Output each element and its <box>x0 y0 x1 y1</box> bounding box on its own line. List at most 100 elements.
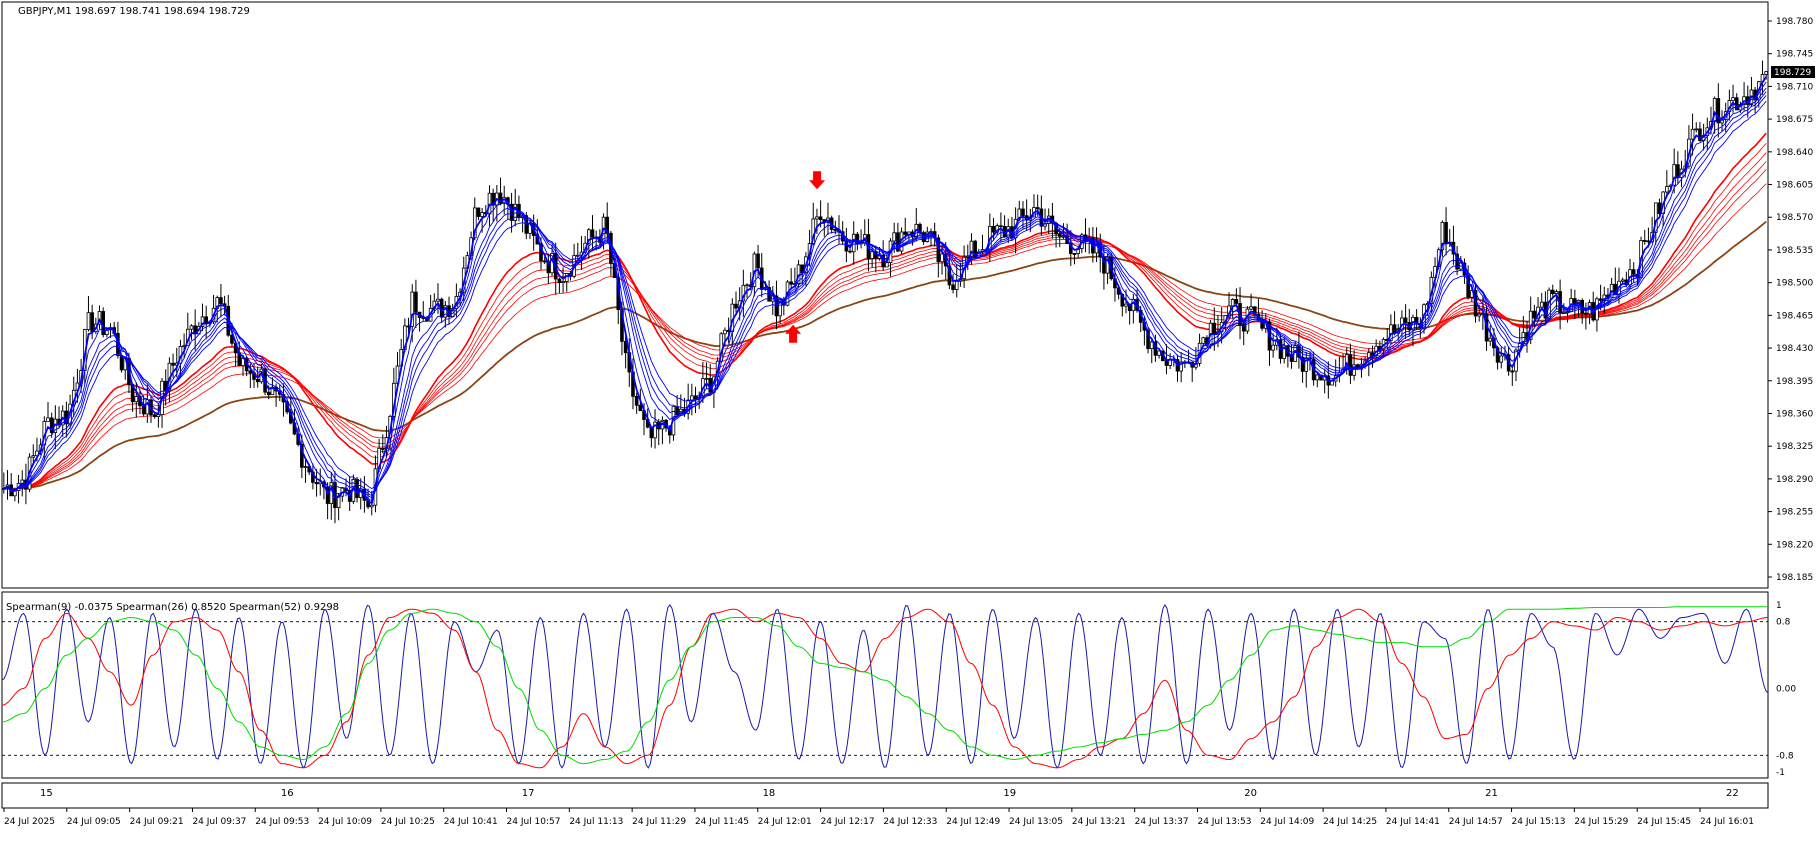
time-label: 24 Jul 13:05 <box>1009 817 1063 827</box>
candle-body <box>314 481 319 485</box>
candle-body <box>745 284 749 287</box>
candle-body <box>266 391 271 396</box>
candle-body <box>97 311 102 325</box>
time-label: 24 Jul 15:45 <box>1637 817 1691 827</box>
candle-body <box>1389 324 1393 341</box>
time-label: 24 Jul 11:13 <box>569 817 623 827</box>
long-ema-line <box>3 220 1767 490</box>
candle-body <box>542 260 547 263</box>
spearman-panel[interactable]: Spearman(9) -0.0375 Spearman(26) 0.8520 … <box>1 602 1769 769</box>
candle-body <box>380 447 385 450</box>
candle-body <box>1495 347 1500 363</box>
candle-body <box>105 329 109 335</box>
day-label: 19 <box>1003 788 1016 799</box>
candle-body <box>200 316 205 327</box>
candle-body <box>134 396 139 403</box>
candle-body <box>1716 98 1721 124</box>
time-label: 24 Jul 13:37 <box>1135 817 1189 827</box>
candle-body <box>653 421 657 439</box>
price-tick-label: 198.185 <box>1776 573 1813 583</box>
spearman-lines <box>1 604 1769 769</box>
candle-body <box>1672 164 1676 186</box>
candle-body <box>1234 299 1239 304</box>
candle-body <box>1698 128 1702 142</box>
candle-body <box>303 466 308 468</box>
time-label: 24 Jul 16:01 <box>1700 817 1754 827</box>
price-panel[interactable]: GBPJPY,M1 198.697 198.741 198.694 198.72… <box>2 6 1768 524</box>
price-tick-label: 198.290 <box>1776 475 1813 485</box>
time-label: 24 Jul 14:09 <box>1260 817 1314 827</box>
candle-body <box>1598 298 1603 301</box>
candle-body <box>1440 221 1445 251</box>
time-label: 24 Jul 09:05 <box>67 817 121 827</box>
spearman-levels <box>2 621 1768 756</box>
candle-body <box>969 240 974 257</box>
candle-body <box>230 334 234 344</box>
candle-body <box>999 225 1003 228</box>
slow-ema-line <box>3 132 1767 490</box>
candle-body <box>1731 97 1735 101</box>
signal-arrows <box>785 171 826 343</box>
time-label: 24 Jul 10:41 <box>444 817 498 827</box>
candle-body <box>1532 310 1537 319</box>
candle-body <box>1499 355 1504 363</box>
time-label: 24 Jul 15:13 <box>1512 817 1566 827</box>
time-label: 24 Jul 14:41 <box>1386 817 1440 827</box>
candle-body <box>1057 233 1062 237</box>
candle-body <box>815 216 819 220</box>
candle-body <box>1403 317 1408 323</box>
candle-body <box>634 395 639 406</box>
price-tick-label: 198.220 <box>1776 540 1813 550</box>
day-label: 16 <box>281 788 294 799</box>
candle-body <box>557 278 562 283</box>
candle-body <box>1072 253 1077 255</box>
candle-body <box>1021 208 1025 217</box>
day-label: 18 <box>763 788 776 799</box>
price-tick-label: 198.605 <box>1776 181 1813 191</box>
time-label: 24 Jul 15:29 <box>1574 817 1628 827</box>
time-label: 24 Jul 14:57 <box>1449 817 1503 827</box>
candle-body <box>255 378 260 383</box>
time-label: 24 Jul 11:29 <box>632 817 686 827</box>
candle-body <box>1488 337 1493 342</box>
candle-body <box>31 455 36 458</box>
candle-body <box>498 192 503 204</box>
candle-body <box>487 192 492 215</box>
time-label: 24 Jul 12:17 <box>821 817 875 827</box>
long-moving-average <box>3 220 1767 490</box>
candle-body <box>119 355 124 371</box>
day-label: 21 <box>1485 788 1498 799</box>
candle-body <box>472 207 477 239</box>
candle-body <box>1164 360 1169 366</box>
time-axis: 15 16 17 18 19 20 21 22 24 Jul 2025 24 Jul 09:05 2… <box>3 788 1754 827</box>
candle-body <box>513 203 518 221</box>
candle-body <box>1642 240 1647 242</box>
spearman-tick-label: 0.00 <box>1776 685 1796 695</box>
candle-body <box>219 297 223 305</box>
candle-body <box>1146 329 1150 350</box>
spearman-line <box>1 604 1769 769</box>
candle-body <box>1665 186 1669 193</box>
candle-body <box>1271 344 1275 351</box>
buy-arrow-icon <box>785 324 802 343</box>
slow-ema-line <box>3 161 1767 490</box>
candle-body <box>46 417 50 422</box>
candle-body <box>870 251 874 259</box>
candle-body <box>300 444 304 468</box>
price-axis: 198.780 198.745 198.710 198.675 198.640 198.6… <box>1768 17 1815 583</box>
slow-moving-average-ribbon <box>3 132 1767 490</box>
candle-body <box>704 377 709 380</box>
candle-body <box>675 406 679 416</box>
candle-body <box>638 404 643 412</box>
price-tick-label: 198.710 <box>1776 82 1813 92</box>
candle-body <box>1315 374 1320 381</box>
candle-body <box>1348 354 1353 376</box>
time-label: 24 Jul 10:25 <box>381 817 435 827</box>
candle-body <box>436 298 440 302</box>
price-tick-label: 198.780 <box>1776 17 1813 27</box>
candle-body <box>693 395 698 400</box>
candle-body <box>1631 269 1636 275</box>
price-tick-label: 198.500 <box>1776 279 1813 289</box>
